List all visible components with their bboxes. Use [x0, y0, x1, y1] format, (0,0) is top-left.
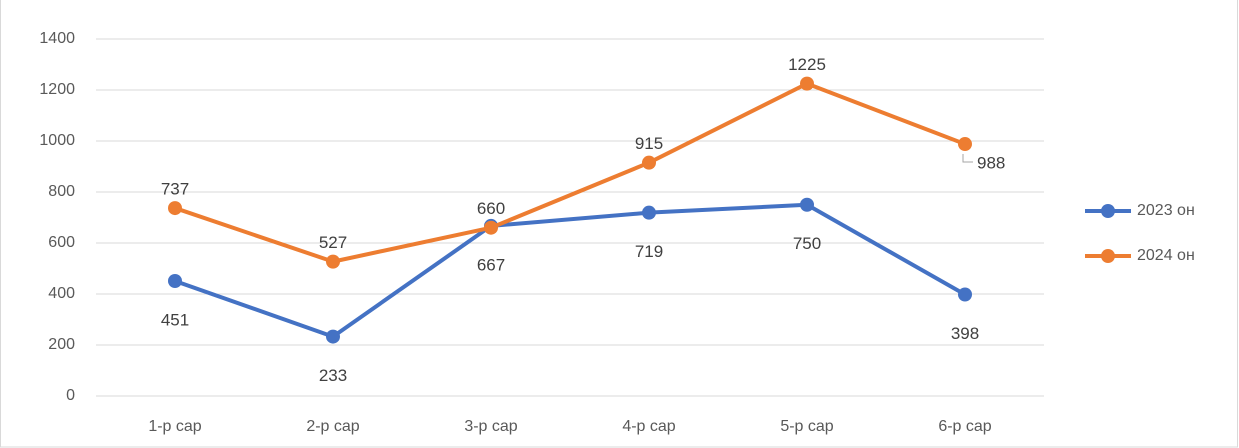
data-point: [326, 329, 340, 344]
legend-label: 2023 он: [1137, 202, 1195, 219]
data-label: 233: [319, 366, 347, 385]
data-point: [642, 155, 656, 170]
label-leader: [962, 154, 973, 163]
y-tick-label: 800: [48, 183, 75, 200]
y-tick-label: 0: [66, 387, 75, 404]
legend-marker: [1101, 249, 1115, 263]
data-point: [800, 197, 814, 212]
series-line: [174, 81, 966, 264]
data-label: 451: [161, 310, 189, 329]
x-tick-label: 1-р сар: [148, 418, 201, 435]
data-label: 915: [635, 134, 663, 153]
data-label: 398: [951, 324, 979, 343]
data-point: [168, 201, 182, 216]
y-tick-label: 1400: [39, 30, 75, 47]
legend-label: 2024 он: [1137, 247, 1195, 264]
series-line: [174, 202, 966, 339]
data-point: [642, 205, 656, 220]
data-point: [484, 220, 498, 235]
data-point: [326, 254, 340, 269]
data-label: 737: [161, 180, 189, 199]
y-tick-label: 1000: [39, 132, 75, 149]
data-label: 667: [477, 255, 505, 274]
x-tick-label: 6-р сар: [938, 418, 991, 435]
x-tick-label: 3-р сар: [464, 418, 517, 435]
y-tick-label: 200: [48, 336, 75, 353]
data-label: 719: [635, 242, 663, 261]
data-point: [168, 273, 182, 288]
data-label: 660: [477, 199, 505, 218]
x-tick-label: 2-р сар: [306, 418, 359, 435]
y-tick-label: 600: [48, 234, 75, 251]
legend-marker: [1101, 204, 1115, 218]
data-label: 1225: [788, 55, 826, 74]
data-label: 988: [977, 154, 1005, 173]
data-point: [958, 287, 972, 302]
x-tick-label: 5-р сар: [780, 418, 833, 435]
x-tick-label: 4-р сар: [622, 418, 675, 435]
data-point: [800, 76, 814, 91]
y-tick-label: 400: [48, 285, 75, 302]
data-label: 750: [793, 234, 821, 253]
data-point: [958, 137, 972, 152]
y-tick-label: 1200: [39, 81, 75, 98]
data-label: 527: [319, 233, 347, 252]
